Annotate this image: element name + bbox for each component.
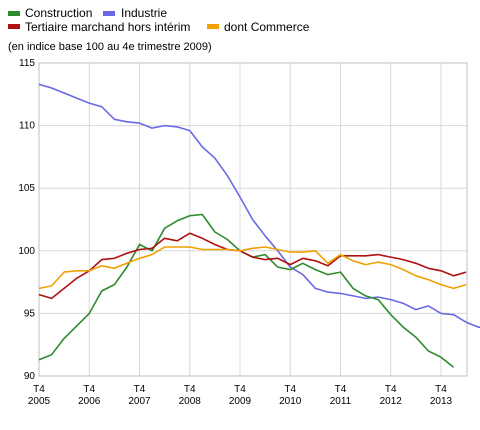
x-tick-label-quarter: T4 [134, 384, 146, 395]
x-tick-label-quarter: T4 [184, 384, 196, 395]
x-tick-label-year: 2012 [380, 396, 403, 407]
x-tick-label-year: 2013 [430, 396, 453, 407]
plot-frame [38, 62, 468, 377]
x-tick-label-quarter: T4 [33, 384, 45, 395]
legend-item-industrie: Industrie [103, 6, 167, 20]
y-tick-label: 100 [18, 246, 35, 257]
legend-swatch-tertiaire [8, 24, 20, 29]
legend-swatch-commerce [207, 24, 219, 29]
x-tick-label-quarter: T4 [234, 384, 246, 395]
legend-item-construction: Construction [8, 6, 92, 20]
legend: Construction Industrie Tertiaire marchan… [8, 6, 310, 34]
series-line-industrie [38, 83, 480, 329]
legend-swatch-industrie [103, 11, 115, 16]
legend-label-tertiaire: Tertiaire marchand hors intérim [25, 20, 190, 34]
x-tick-label-quarter: T4 [435, 384, 447, 395]
x-tick-label-quarter: T4 [284, 384, 296, 395]
x-tick-label-year: 2011 [330, 396, 352, 407]
legend-item-tertiaire: Tertiaire marchand hors intérim [8, 20, 190, 34]
y-tick-label: 115 [19, 58, 35, 69]
y-axis-ticks: 90 95 100 105 110 115 [18, 58, 35, 382]
x-tick-label-quarter: T4 [385, 384, 397, 395]
x-tick-label-year: 2005 [28, 396, 51, 407]
y-tick-label: 90 [24, 371, 36, 382]
legend-label-construction: Construction [25, 6, 92, 20]
x-tick-label-year: 2009 [229, 396, 252, 407]
x-tick-label-quarter: T4 [335, 384, 347, 395]
series-layer [38, 83, 480, 368]
y-tick-label: 95 [24, 308, 36, 319]
x-axis-ticks: T42005T42006T42007T42008T42009T42010T420… [28, 384, 453, 407]
legend-item-commerce: dont Commerce [207, 20, 310, 34]
legend-label-commerce: dont Commerce [224, 20, 310, 34]
x-tick-label-year: 2008 [179, 396, 202, 407]
chart-subtitle: (en indice base 100 au 4e trimestre 2009… [8, 41, 212, 53]
x-tick-label-year: 2007 [128, 396, 151, 407]
legend-swatch-construction [8, 11, 20, 16]
series-line-dont [38, 246, 467, 290]
x-tick-label-quarter: T4 [83, 384, 95, 395]
y-tick-label: 110 [19, 121, 35, 132]
series-line-construction [38, 213, 455, 368]
y-tick-label: 105 [18, 183, 35, 194]
legend-label-industrie: Industrie [121, 6, 167, 20]
x-tick-label-year: 2010 [279, 396, 302, 407]
series-line-tertiaire [38, 232, 467, 300]
x-tick-label-year: 2006 [78, 396, 101, 407]
